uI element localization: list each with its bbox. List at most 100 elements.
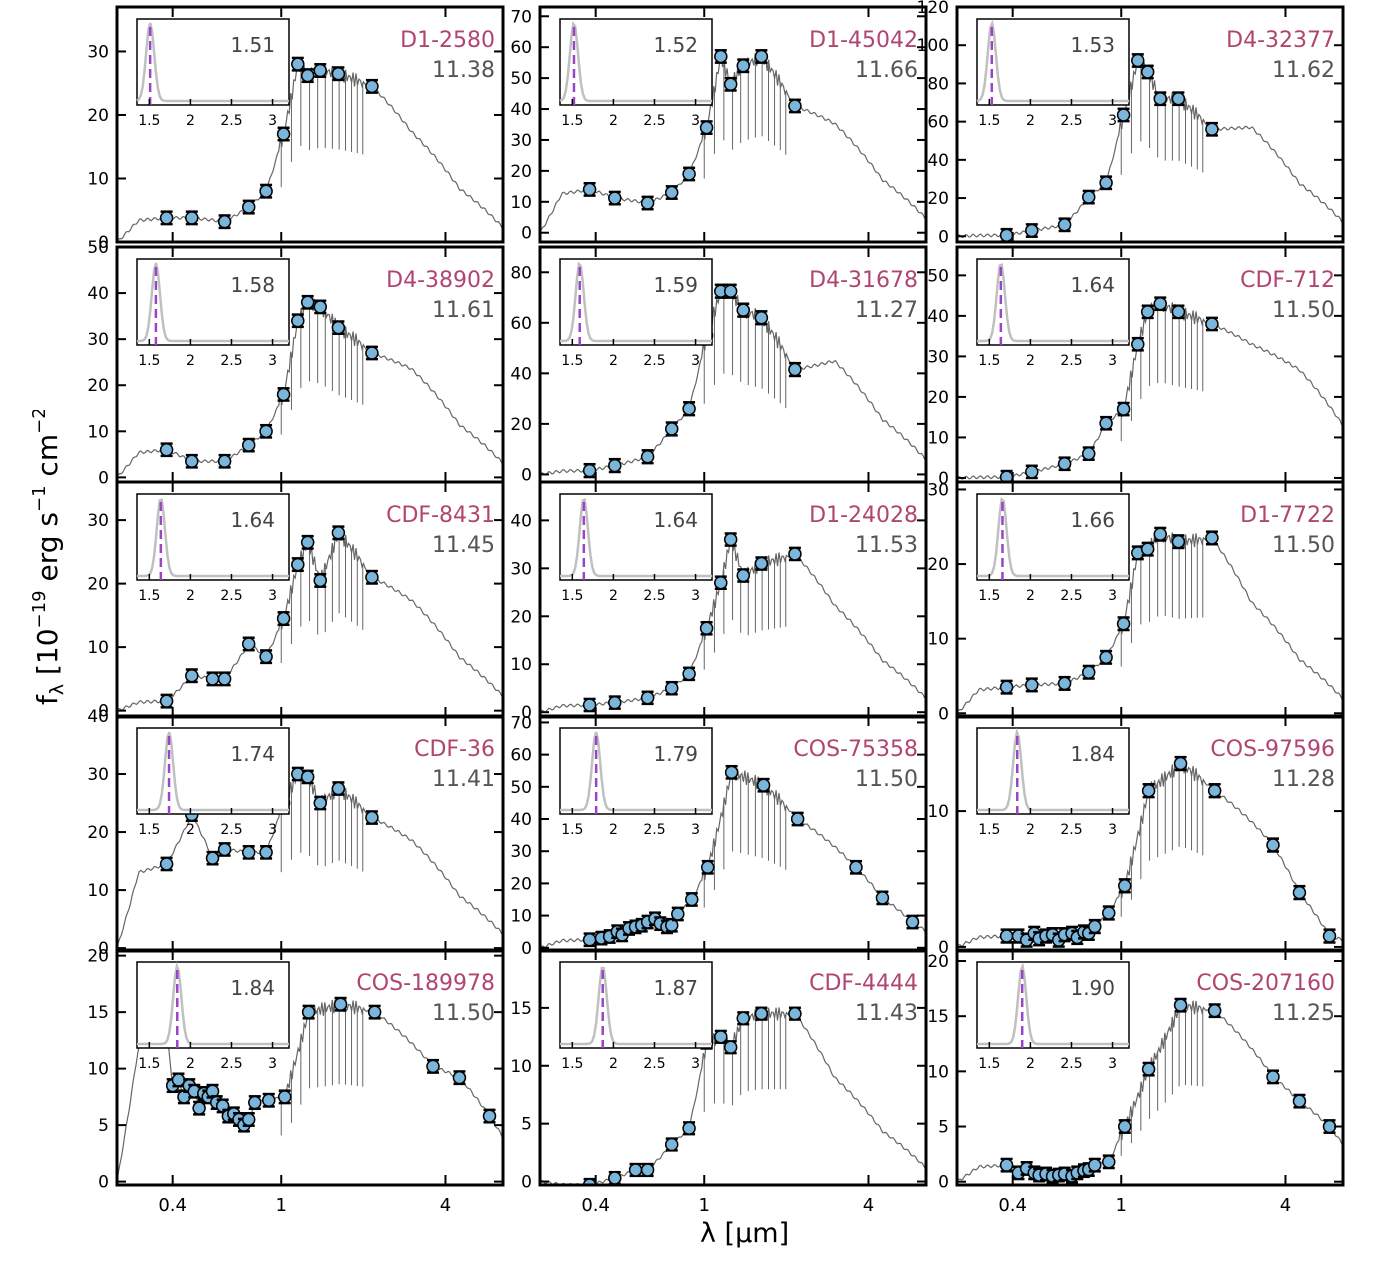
data-point	[331, 66, 346, 81]
data-point	[365, 810, 379, 825]
object-name: D4-38902	[386, 268, 495, 293]
inset-tick-label: 2.5	[643, 1056, 665, 1072]
data-point	[1153, 296, 1168, 311]
redshift-label: 1.74	[230, 742, 275, 766]
y-tick-label: 20	[87, 823, 109, 843]
inset-frame	[976, 18, 1130, 106]
panel-D1-24028: 0 10 20 30 40 D1-24028 11.53 1.64 1.5 2 2.5 3	[510, 480, 928, 723]
data-point	[754, 1006, 769, 1021]
ylabel-rest: [10	[31, 628, 64, 683]
data-point	[159, 442, 174, 457]
inset-frame	[136, 961, 290, 1049]
data-point	[1322, 929, 1337, 943]
data-point	[1102, 1155, 1116, 1169]
inset-tick-label: 2	[186, 588, 195, 604]
data-point	[1292, 1094, 1307, 1108]
inset-tick-label: 3	[1108, 1056, 1117, 1072]
y-tick-label: 40	[87, 707, 109, 727]
inset-tick-label: 1.5	[978, 822, 1000, 838]
inset-frame	[976, 727, 1130, 815]
data-point	[277, 1090, 292, 1104]
y-tick-label: 0	[521, 224, 532, 244]
data-point	[333, 997, 348, 1011]
data-point	[259, 649, 273, 664]
inset-pdf: 1.84 1.5 2 2.5 3	[136, 961, 290, 1072]
object-name: COS-189978	[356, 971, 495, 996]
panel-CDF-8431: 0 10 20 30 CDF-8431 11.45 1.64 1.5 2 2.5 3	[87, 480, 505, 722]
y-tick-label: 10	[87, 1060, 109, 1080]
y-tick-label: 0	[521, 703, 532, 723]
redshift-label: 1.90	[1070, 976, 1115, 1000]
panel-COS-97596: 0 10 COS-97596 11.28 1.84 1.5 2 2.5 3	[927, 714, 1345, 958]
pdf-curve	[560, 261, 712, 343]
inset-tick-label: 2	[609, 588, 618, 604]
data-point	[1171, 534, 1186, 549]
data-point	[875, 891, 890, 905]
data-point	[291, 57, 305, 71]
panel-content	[117, 56, 503, 242]
inset-frame	[559, 727, 713, 815]
y-tick-label: 15	[927, 1007, 949, 1027]
data-point	[664, 681, 679, 695]
panel-frame	[115, 5, 505, 244]
data-point	[1099, 176, 1113, 190]
data-point	[1266, 838, 1280, 852]
y-tick-label: 20	[510, 415, 532, 435]
data-point	[1025, 465, 1039, 479]
y-tick-label: 50	[510, 69, 532, 89]
data-point	[1081, 446, 1096, 461]
inset-tick-label: 2	[609, 822, 618, 838]
data-point	[241, 1112, 256, 1127]
stellar-mass: 11.62	[1272, 58, 1335, 83]
data-point	[300, 68, 315, 83]
pdf-curve	[977, 961, 1129, 1046]
y-tick-label: 60	[510, 746, 532, 766]
data-point	[699, 120, 714, 135]
data-point	[723, 1040, 738, 1054]
data-point	[262, 1093, 276, 1108]
y-tick-label: 60	[510, 314, 532, 334]
inset-tick-label: 2.5	[220, 113, 242, 129]
inset-tick-label: 2	[1026, 113, 1035, 129]
data-point	[1205, 531, 1219, 545]
data-point	[300, 295, 315, 310]
stellar-mass: 11.43	[855, 1001, 918, 1026]
inset-pdf: 1.64 1.5 2 2.5 3	[976, 258, 1130, 369]
pdf-curve	[136, 22, 289, 103]
data-point	[723, 77, 738, 92]
data-point	[640, 196, 655, 210]
data-point	[259, 845, 273, 860]
data-point	[1140, 305, 1155, 319]
data-point	[241, 438, 256, 452]
y-tick-label: 0	[98, 1173, 109, 1193]
y-tick-label: 30	[87, 330, 109, 350]
data-point	[301, 1005, 316, 1019]
data-point	[241, 637, 256, 651]
inset-tick-label: 2	[609, 353, 618, 369]
inset-pdf: 1.58 1.5 2 2.5 3	[136, 258, 290, 369]
inset-tick-label: 2	[186, 822, 195, 838]
object-name: CDF-36	[414, 737, 495, 762]
inset-tick-label: 2	[1026, 588, 1035, 604]
data-point	[905, 915, 920, 929]
inset-tick-label: 3	[1108, 822, 1117, 838]
stellar-mass: 11.45	[432, 533, 495, 558]
inset-pdf: 1.84 1.5 2 2.5 3	[976, 727, 1130, 838]
inset-tick-label: 3	[268, 353, 277, 369]
data-point	[241, 200, 256, 214]
panel-content	[957, 526, 1343, 714]
y-tick-label: 20	[927, 952, 949, 972]
inset-tick-label: 2	[1026, 1056, 1035, 1072]
data-point	[790, 812, 805, 826]
y-tick-label: 10	[927, 802, 949, 822]
data-point	[608, 458, 622, 473]
data-point	[365, 570, 379, 585]
inset-tick-label: 2.5	[1060, 113, 1082, 129]
inset-tick-label: 2	[1026, 822, 1035, 838]
y-tick-label: 50	[87, 238, 109, 258]
data-point	[723, 284, 738, 298]
data-point	[313, 573, 328, 588]
y-tick-label: 10	[927, 1062, 949, 1082]
ylabel-main: f	[31, 694, 64, 705]
